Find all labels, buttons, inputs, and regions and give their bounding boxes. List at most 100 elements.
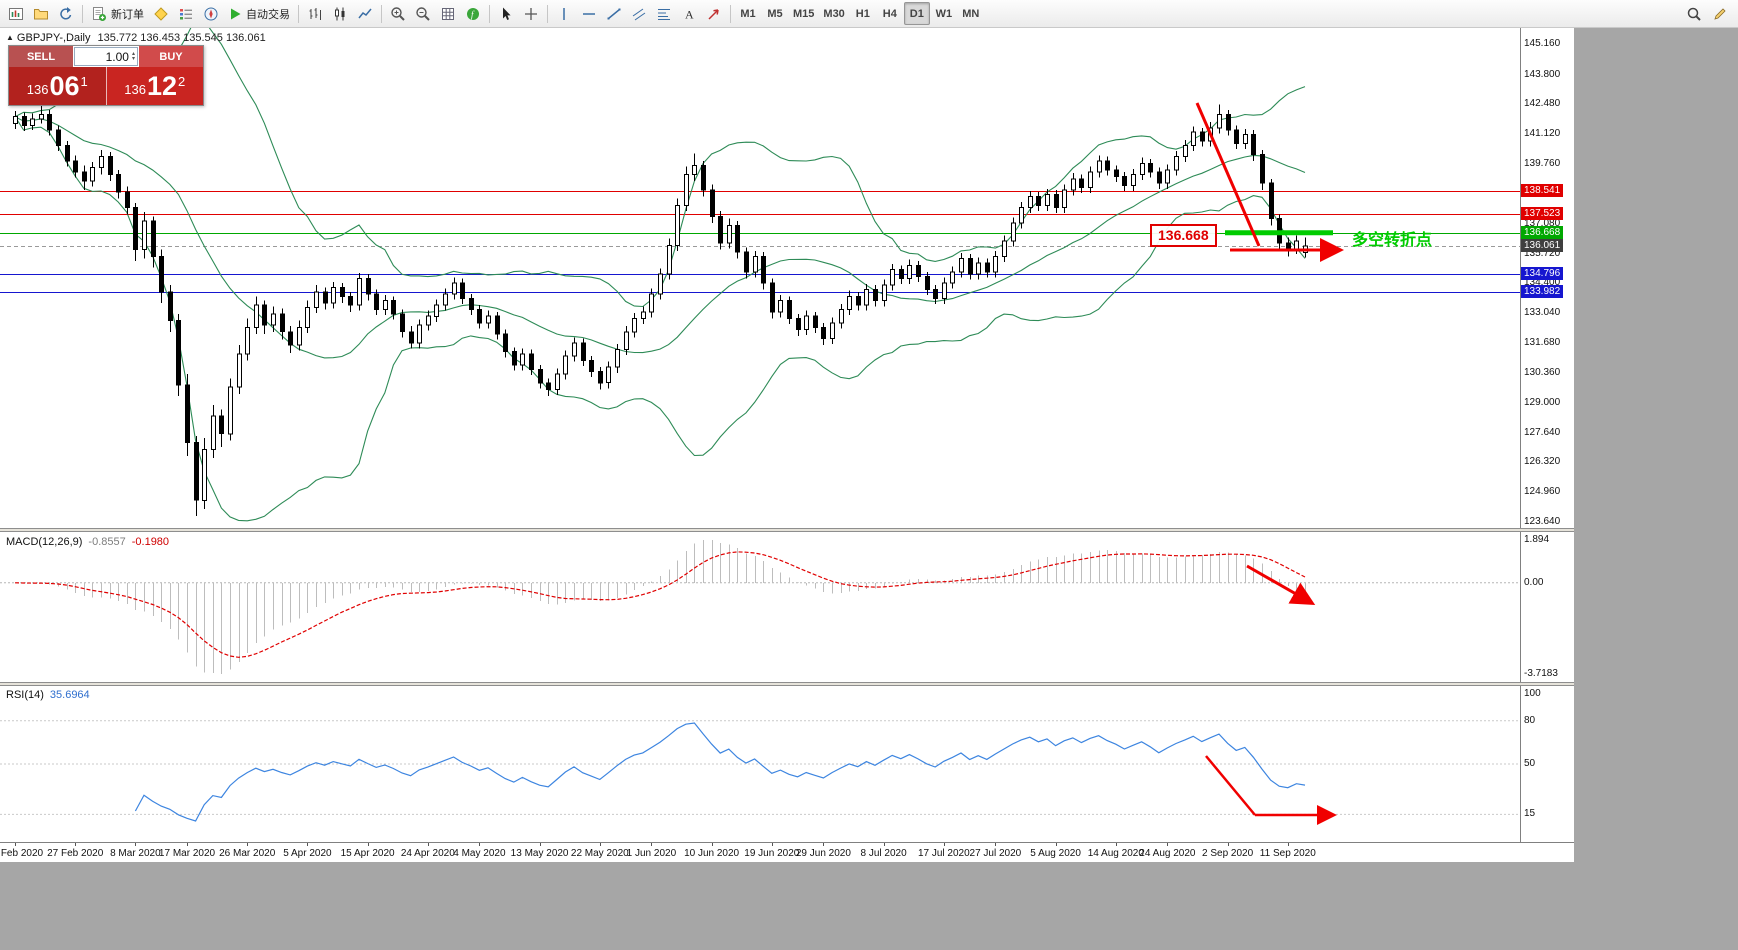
candle-body: [1028, 196, 1033, 209]
candle-body: [727, 224, 732, 244]
macd-down-arrow[interactable]: [1246, 564, 1316, 605]
horizontal-line-button[interactable]: [577, 2, 601, 25]
date-label: 14 Aug 2020: [1087, 848, 1144, 859]
fibonacci-button[interactable]: [652, 2, 676, 25]
candle-body: [211, 415, 216, 450]
main-chart: [0, 28, 1520, 522]
price-tick-label: 145.160: [1524, 38, 1561, 50]
timeframe-w1[interactable]: W1: [931, 2, 957, 25]
vertical-line-button[interactable]: [552, 2, 576, 25]
candle-body: [684, 173, 689, 206]
refresh-button[interactable]: [54, 2, 78, 25]
date-tick: [479, 843, 481, 846]
candle-body: [39, 114, 44, 120]
down-move-arrow[interactable]: [1195, 102, 1261, 247]
search-button[interactable]: [1682, 2, 1706, 25]
candle-body: [1131, 173, 1136, 186]
toolbar-separator: [730, 4, 731, 23]
spinner-down-icon[interactable]: ▾: [131, 55, 135, 62]
market-watch-icon: [180, 8, 192, 19]
timeframe-m1[interactable]: M1: [735, 2, 761, 25]
timeframe-m30[interactable]: M30: [819, 2, 848, 25]
rsi-down-arrow[interactable]: [1205, 755, 1256, 816]
candle-body: [357, 278, 362, 306]
pane-splitter[interactable]: [0, 528, 1574, 532]
price-axis[interactable]: 145.160 143.800 142.480 141.120 139.760 137.0…: [1520, 28, 1574, 528]
candle-body: [1260, 153, 1265, 184]
bid-price-badge: 136.061: [1521, 239, 1564, 253]
price-tick-label: 137.080: [1524, 217, 1561, 229]
volume-input[interactable]: 1.00 ▴ ▾: [74, 47, 138, 66]
candle-body: [1036, 196, 1041, 206]
pane-splitter[interactable]: [0, 682, 1574, 686]
candlestick-chart-button[interactable]: [328, 2, 352, 25]
trendline-button[interactable]: [602, 2, 626, 25]
candle-body: [667, 244, 672, 275]
price-tick-label: 139.760: [1524, 158, 1561, 170]
zoom-out-button[interactable]: [411, 2, 435, 25]
horizontal-levels: [0, 191, 1520, 293]
cursor-button[interactable]: [494, 2, 518, 25]
sell-button[interactable]: SELL: [9, 46, 73, 67]
sell-price-button[interactable]: 136 06 1: [9, 67, 107, 105]
timeframe-d1[interactable]: D1: [903, 2, 930, 25]
candle-body: [925, 275, 930, 291]
arrows-button[interactable]: [702, 2, 726, 25]
candle-body: [1157, 171, 1162, 184]
timeframe-m5[interactable]: M5: [762, 2, 788, 25]
line-chart-button[interactable]: [353, 2, 377, 25]
indicators-icon: f: [467, 7, 479, 20]
new-order-button[interactable]: 新订单: [87, 2, 148, 25]
new-chart-button[interactable]: [4, 2, 28, 25]
zoom-in-button[interactable]: [386, 2, 410, 25]
candle-body: [245, 326, 250, 355]
level-callout[interactable]: 136.668: [1150, 224, 1217, 247]
candle-body: [366, 278, 371, 295]
volume-spinner[interactable]: ▴ ▾: [131, 50, 135, 62]
candle-body: [1191, 131, 1196, 146]
candle-body: [116, 173, 121, 193]
candle-body: [1234, 129, 1239, 144]
fibonacci-icon: [658, 8, 670, 20]
date-label: 29 Jun 2020: [795, 848, 851, 859]
candle-body: [873, 289, 878, 302]
candle-body: [486, 315, 491, 324]
timeframe-mn[interactable]: MN: [958, 2, 984, 25]
candle-body: [778, 300, 783, 313]
date-tick: [1227, 843, 1229, 846]
crosshair-button[interactable]: [519, 2, 543, 25]
date-label: 11 Sep 2020: [1259, 848, 1316, 859]
indicators-button[interactable]: f: [461, 2, 485, 25]
timeframe-h1[interactable]: H1: [850, 2, 876, 25]
autotrading-button[interactable]: 自动交易: [224, 2, 294, 25]
candle-body: [993, 255, 998, 273]
candle-body: [804, 315, 809, 331]
spinner-up-icon[interactable]: ▴: [131, 50, 135, 57]
compass-icon: [204, 7, 218, 20]
timeframe-m15[interactable]: M15: [789, 2, 818, 25]
date-tick: [943, 843, 945, 846]
bar-chart-button[interactable]: [303, 2, 327, 25]
metaeditor-button[interactable]: [149, 2, 173, 25]
grid-button[interactable]: [436, 2, 460, 25]
navigator-button[interactable]: [199, 2, 223, 25]
market-watch-button[interactable]: [174, 2, 198, 25]
edit-button[interactable]: [1708, 2, 1732, 25]
date-label: 17 Jul 2020: [917, 848, 970, 859]
candle-body: [495, 315, 500, 335]
profiles-button[interactable]: [29, 2, 53, 25]
buy-button[interactable]: BUY: [139, 46, 203, 67]
price-level-badge: 137.523: [1521, 206, 1564, 220]
candle-body: [460, 282, 465, 299]
channel-button[interactable]: [627, 2, 651, 25]
candle-body: [1217, 114, 1222, 129]
buy-price-button[interactable]: 136 12 2: [106, 67, 203, 105]
text-label-button[interactable]: A: [677, 2, 701, 25]
rsi-label: RSI(14) 35.6964: [6, 689, 90, 701]
candle-body: [907, 264, 912, 280]
turning-point-note[interactable]: 多空转折点: [1352, 232, 1433, 249]
timeframe-h4[interactable]: H4: [877, 2, 903, 25]
candle-body: [254, 304, 259, 328]
candle-body: [305, 306, 310, 328]
